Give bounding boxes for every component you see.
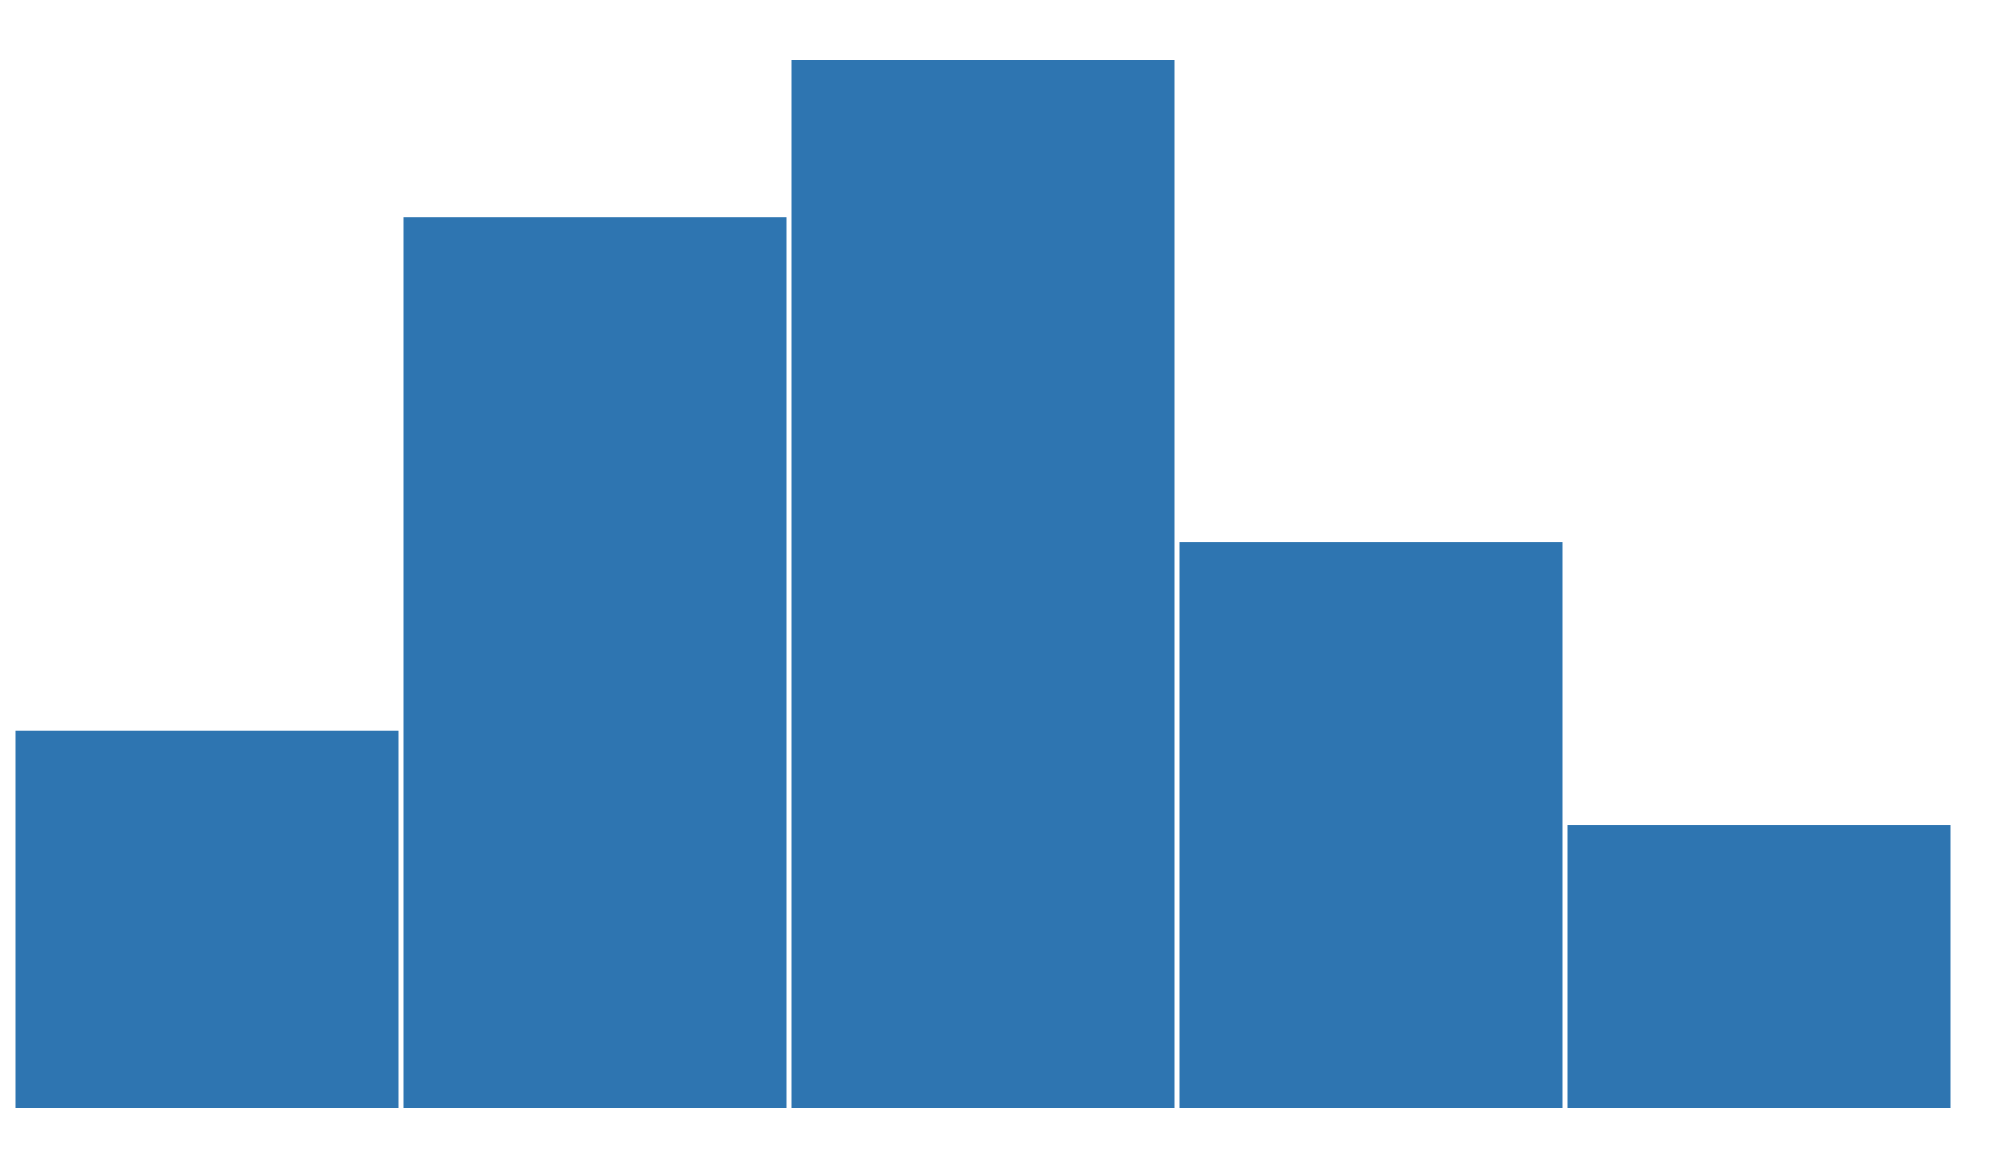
bar-1 bbox=[15, 730, 399, 1108]
bar-2 bbox=[403, 217, 787, 1108]
bar-4 bbox=[1179, 542, 1563, 1108]
bar-3 bbox=[791, 60, 1175, 1108]
bar-5 bbox=[1567, 825, 1951, 1108]
bars-group bbox=[15, 60, 1951, 1108]
